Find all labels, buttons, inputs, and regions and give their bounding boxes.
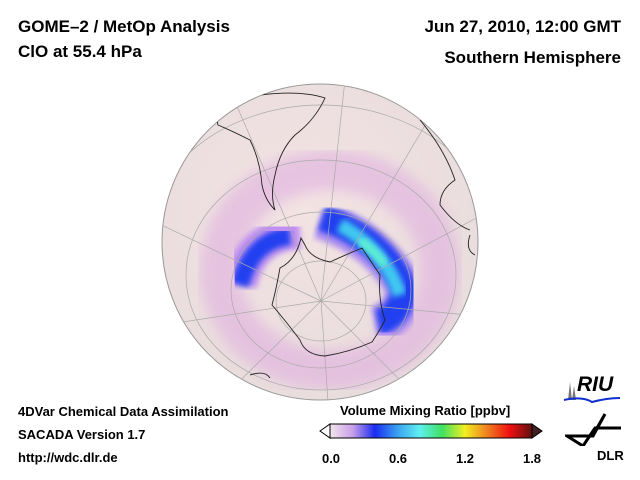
colorbar-under-arrow — [319, 423, 331, 439]
colorbar — [319, 423, 543, 439]
colorbar-title: Volume Mixing Ratio [ppbv] — [340, 403, 511, 418]
colorbar-tick: 1.2 — [455, 451, 475, 466]
riu-logo-text: RIU — [577, 373, 614, 396]
colorbar-tick: 0.6 — [388, 451, 408, 466]
title-line2: ClO at 55.4 hPa — [18, 42, 142, 61]
dlr-logo-text: DLR — [597, 448, 624, 463]
coastlines — [214, 92, 476, 379]
title-line1: GOME–2 / MetOp Analysis — [18, 17, 230, 36]
region-label: Southern Hemisphere — [444, 48, 621, 67]
dlr-logo: DLR — [565, 412, 625, 464]
footer-line2: SACADA Version 1.7 — [18, 427, 146, 442]
footer-line3[interactable]: http://wdc.dlr.de — [18, 450, 118, 465]
riu-logo: RIU — [562, 372, 622, 406]
colorbar-tick: 0.0 — [321, 451, 341, 466]
colorbar-tick: 1.8 — [522, 451, 542, 466]
footer-line1: 4DVar Chemical Data Assimilation — [18, 404, 229, 419]
colorbar-over-arrow — [531, 423, 543, 439]
clo-field — [200, 150, 460, 390]
colorbar-gradient — [329, 423, 533, 439]
date-label: Jun 27, 2010, 12:00 GMT — [424, 17, 621, 36]
